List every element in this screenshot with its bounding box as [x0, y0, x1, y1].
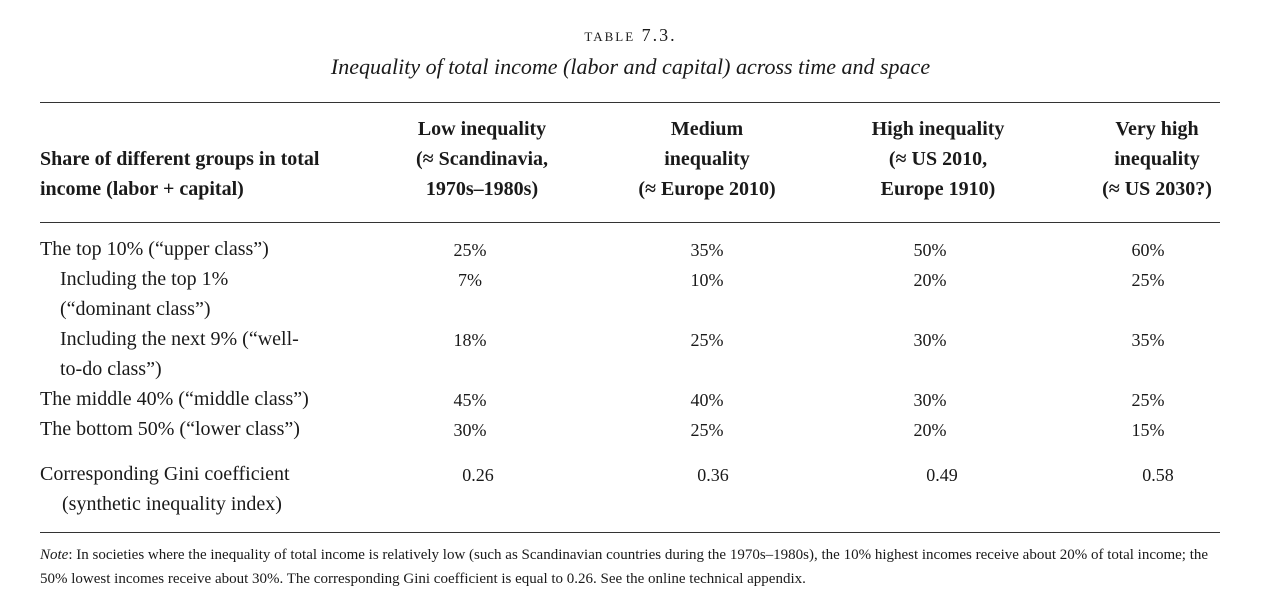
table-cell: 25%	[690, 420, 724, 440]
table-cell: 10%	[690, 270, 724, 290]
table-cell: 15%	[1131, 420, 1165, 440]
row-label-next-9-text: Including the next 9% (“well-to-do class…	[60, 328, 299, 380]
note-label: Note	[40, 547, 69, 563]
table-cell: 0.26	[462, 465, 494, 485]
table-cell: 25%	[690, 330, 724, 350]
note-text: : In societies where the inequality of t…	[40, 547, 1209, 587]
table-cell: 45%	[453, 390, 487, 410]
column-header-high: High inequality (≈ US 2010, Europe 1910)	[871, 118, 1005, 200]
table-cell: 7%	[458, 270, 482, 290]
row-label-top-1: Including the top 1% (“dominant class”)	[60, 264, 320, 324]
top-rule	[40, 102, 1220, 103]
table-cell: 0.58	[1142, 465, 1174, 485]
table-cell: 25%	[1131, 390, 1165, 410]
table-title: Inequality of total income (labor and ca…	[330, 54, 931, 79]
table-cell: 20%	[913, 270, 947, 290]
column-header-very-high: Very high inequality (≈ US 2030?)	[1102, 118, 1212, 200]
column-header-medium: Medium inequality (≈ Europe 2010)	[638, 118, 776, 200]
table-note: Note: In societies where the inequality …	[40, 543, 1225, 591]
row-label-top-1-text: Including the top 1% (“dominant class”)	[60, 268, 229, 320]
row-label-next-9: Including the next 9% (“well-to-do class…	[60, 324, 330, 384]
table-cell: 30%	[913, 390, 947, 410]
column-header-low: Low inequality (≈ Scandinavia, 1970s–198…	[415, 118, 549, 200]
row-label-top-10: The top 10% (“upper class”)	[40, 238, 269, 260]
table-cell: 18%	[453, 330, 487, 350]
table-cell: 35%	[690, 240, 724, 260]
row-header: Share of different groups in total incom…	[40, 148, 320, 200]
table-cell: 30%	[913, 330, 947, 350]
table-cell: 50%	[913, 240, 947, 260]
table-cell: 25%	[1131, 270, 1165, 290]
table-cell: 0.36	[697, 465, 729, 485]
table-number: TABLE 7.3.	[584, 25, 677, 45]
row-label-middle-40: The middle 40% (“middle class”)	[40, 388, 309, 410]
table-cell: 0.49	[926, 465, 958, 485]
row-label-gini-text: Corresponding Gini coefficient (syntheti…	[40, 463, 290, 515]
table-cell: 20%	[913, 420, 947, 440]
row-label-bottom-50: The bottom 50% (“lower class”)	[40, 418, 300, 440]
table-cell: 35%	[1131, 330, 1165, 350]
row-label-gini: Corresponding Gini coefficient (syntheti…	[40, 459, 340, 519]
bottom-rule	[40, 532, 1220, 533]
table-cell: 60%	[1131, 240, 1165, 260]
table-cell: 40%	[690, 390, 724, 410]
table-cell: 30%	[453, 420, 487, 440]
table-cell: 25%	[453, 240, 487, 260]
header-rule	[40, 222, 1220, 223]
